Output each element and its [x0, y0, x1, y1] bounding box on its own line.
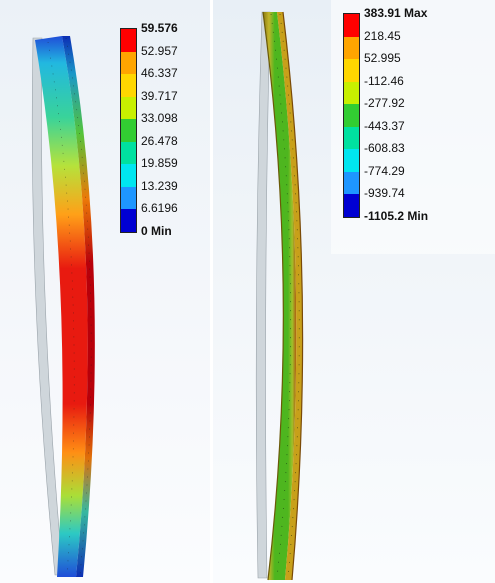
viewport-divider [210, 0, 213, 583]
legend-value-label: 26.478 [141, 133, 178, 148]
legend-value-label: 19.859 [141, 156, 178, 171]
legend-color-band [344, 14, 359, 38]
right-legend: 383.91 Max 218.45 52.995 -112.46 -277.92 -443… [343, 6, 493, 224]
legend-value-label: 6.6196 [141, 201, 178, 216]
legend-value-label: -277.92 [364, 96, 405, 111]
legend-color-band [121, 141, 136, 165]
legend-value-label: -608.83 [364, 141, 405, 156]
legend-color-band [344, 59, 359, 83]
right-deformed-beam [255, 11, 304, 581]
legend-color-band [121, 51, 136, 75]
legend-color-band [344, 36, 359, 60]
right-viewport[interactable]: 383.91 Max 218.45 52.995 -112.46 -277.92 -443… [213, 0, 495, 583]
legend-color-band [121, 119, 136, 143]
legend-value-label: 33.098 [141, 111, 178, 126]
legend-value-label: -939.74 [364, 186, 405, 201]
legend-value-label: 52.957 [141, 43, 178, 58]
legend-value-label: 0 Min [141, 224, 172, 238]
legend-color-band [121, 186, 136, 210]
legend-color-band [344, 194, 359, 218]
legend-value-label: 13.239 [141, 178, 178, 193]
legend-value-label: 218.45 [364, 28, 401, 43]
legend-value-label: -443.37 [364, 118, 405, 133]
legend-color-band [344, 126, 359, 150]
left-legend: 59.576 52.957 46.337 39.717 33.098 26.478 19.8… [120, 21, 210, 239]
legend-value-label: 52.995 [364, 51, 401, 66]
legend-value-label: -774.29 [364, 163, 405, 178]
legend-color-band [121, 209, 136, 233]
legend-value-label: 383.91 Max [364, 6, 428, 20]
right-legend-color-bar [343, 13, 360, 218]
legend-color-band [121, 74, 136, 98]
legend-color-band [121, 96, 136, 120]
legend-value-label: -1105.2 Min [364, 209, 429, 223]
legend-color-band [344, 81, 359, 105]
legend-value-label: -112.46 [364, 73, 404, 88]
legend-value-label: 39.717 [141, 88, 178, 103]
left-viewport[interactable]: 59.576 52.957 46.337 39.717 33.098 26.478 19.8… [0, 0, 210, 583]
left-legend-color-bar [120, 28, 137, 233]
legend-color-band [344, 149, 359, 173]
legend-value-label: 59.576 [141, 21, 178, 35]
left-deformed-beam [31, 36, 95, 577]
legend-color-band [344, 104, 359, 128]
legend-color-band [121, 29, 136, 53]
legend-color-band [344, 171, 359, 195]
legend-color-band [121, 164, 136, 188]
legend-value-label: 46.337 [141, 66, 178, 81]
